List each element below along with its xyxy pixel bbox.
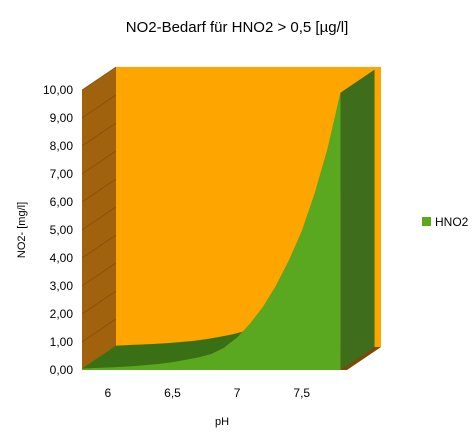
y-gridline bbox=[81, 122, 117, 147]
y-tick-label: 1,00 bbox=[50, 335, 74, 349]
y-gridline bbox=[81, 262, 117, 287]
grid bbox=[81, 66, 117, 371]
x-tick-label: 6,5 bbox=[164, 386, 181, 400]
y-tick-label: 8,00 bbox=[50, 139, 74, 153]
y-gridline bbox=[81, 94, 117, 119]
y-tick-label: 9,00 bbox=[50, 111, 74, 125]
y-axis-label: NO2- [mg/l] bbox=[16, 202, 28, 258]
y-tick-label: 0,00 bbox=[50, 363, 74, 377]
y-tick-label: 10,00 bbox=[43, 83, 73, 97]
y-tick-label: 7,00 bbox=[50, 167, 74, 181]
y-gridline bbox=[81, 290, 117, 315]
x-tick-label: 6 bbox=[105, 386, 112, 400]
series-right-face bbox=[340, 69, 375, 371]
y-tick-label: 3,00 bbox=[50, 279, 74, 293]
y-tick-label: 2,00 bbox=[50, 307, 74, 321]
y-tick-label: 4,00 bbox=[50, 251, 74, 265]
chart-title: NO2-Bedarf für HNO2 > 0,5 [µg/l] bbox=[126, 19, 348, 36]
x-tick-label: 7 bbox=[234, 386, 241, 400]
y-tick-label: 6,00 bbox=[50, 195, 74, 209]
y-axis-ticks: 0,00 1,00 2,00 3,00 4,00 5,00 6,00 7,00 8,00 9,00… bbox=[43, 83, 73, 377]
legend-label-hno2: HNO2 bbox=[435, 215, 469, 229]
y-gridline bbox=[81, 318, 117, 343]
y-gridline bbox=[81, 150, 117, 175]
y-gridline bbox=[81, 178, 117, 203]
x-axis-ticks: 6 6,5 7 7,5 bbox=[105, 386, 311, 400]
y-tick-label: 5,00 bbox=[50, 223, 74, 237]
y-gridline bbox=[81, 234, 117, 259]
legend: HNO2 bbox=[422, 215, 469, 229]
legend-swatch-hno2 bbox=[422, 217, 431, 226]
series-area-hno2 bbox=[82, 92, 341, 371]
y-gridline bbox=[81, 206, 117, 231]
y-gridline bbox=[81, 66, 117, 91]
x-tick-label: 7,5 bbox=[293, 386, 310, 400]
x-axis-label: pH bbox=[215, 416, 229, 428]
